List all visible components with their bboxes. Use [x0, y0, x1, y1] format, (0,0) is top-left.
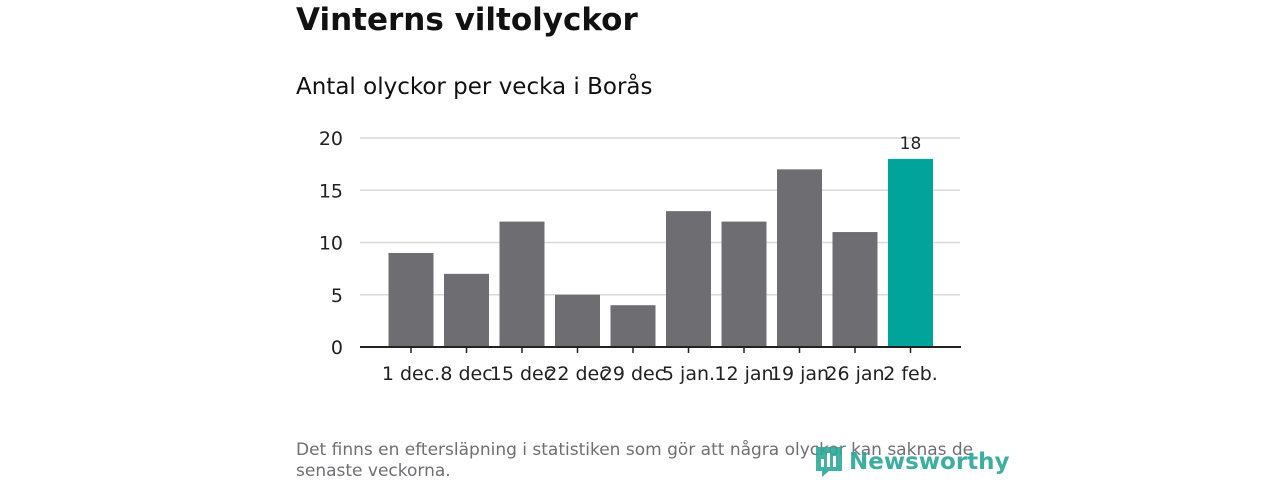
y-tick-label: 15: [319, 180, 343, 202]
bar: [666, 211, 711, 347]
bar: [777, 169, 822, 347]
bar: [832, 232, 878, 347]
x-tick-label: 19 jan: [770, 363, 829, 385]
brand-name: Newsworthy: [849, 449, 1010, 475]
y-tick-label: 10: [319, 233, 343, 255]
chart-title: Vinterns viltolyckor: [296, 2, 638, 38]
y-tick-label: 5: [331, 285, 343, 307]
brand-logo: Newsworthy: [815, 446, 1010, 478]
x-tick-label: 1 dec.: [382, 363, 440, 385]
bar: [499, 221, 545, 347]
x-tick-label: 15 dec: [490, 363, 554, 385]
x-tick-label: 5 jan.: [662, 363, 715, 385]
bar: [444, 273, 489, 347]
x-tick-label: 2 feb.: [883, 363, 938, 385]
y-tick-label: 20: [319, 128, 343, 150]
x-tick-label: 8 dec: [440, 363, 492, 385]
x-tick-label: 12 jan: [714, 363, 773, 385]
bar: [555, 294, 600, 347]
x-tick-label: 26 jan: [825, 363, 884, 385]
y-tick-label: 0: [331, 337, 343, 359]
x-tick-label: 22 dec: [545, 363, 609, 385]
bar: [388, 252, 434, 347]
data-label: 18: [900, 134, 922, 154]
x-tick-label: 29 dec: [601, 363, 665, 385]
newsworthy-logo-icon: [816, 447, 842, 477]
bar: [721, 221, 767, 347]
bar: [610, 305, 656, 347]
footnote: Det finns en eftersläpning i statistiken…: [296, 440, 974, 480]
bar: [888, 158, 933, 347]
chart-subtitle: Antal olyckor per vecka i Borås: [296, 74, 653, 100]
